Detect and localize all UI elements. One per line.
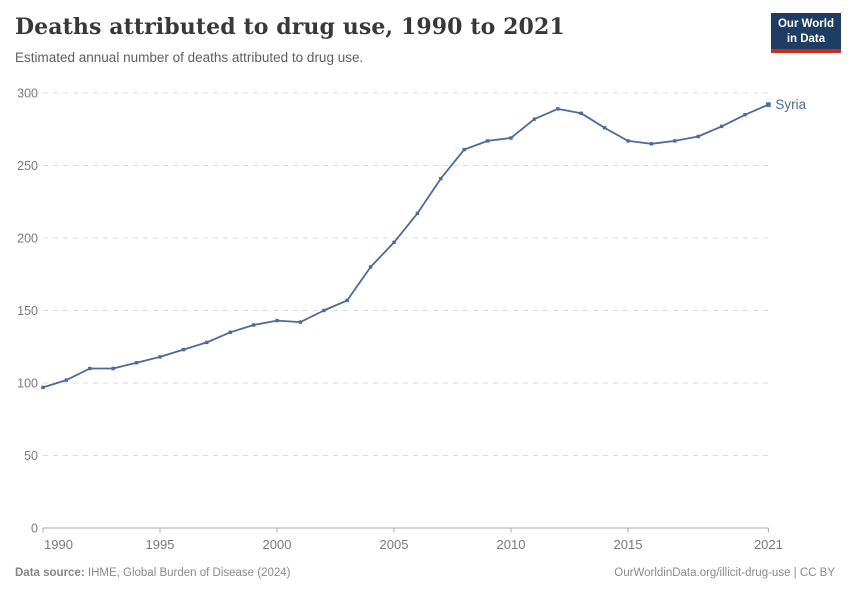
x-tick-label: 2015	[614, 537, 643, 552]
x-tick-label: 2000	[263, 537, 292, 552]
x-tick-label: 1995	[146, 537, 175, 552]
data-point-marker[interactable]	[88, 366, 92, 371]
page-title: Deaths attributed to drug use, 1990 to 2…	[15, 14, 565, 40]
data-point-marker[interactable]	[322, 308, 326, 313]
syria-line[interactable]	[42, 103, 770, 389]
data-point-marker[interactable]	[626, 139, 630, 143]
data-point-marker[interactable]	[345, 298, 349, 303]
data-point-marker[interactable]	[111, 366, 115, 371]
chart-footer: Data source: IHME, Global Burden of Dise…	[15, 567, 835, 579]
data-source-value: IHME, Global Burden of Disease (2024)	[87, 567, 291, 579]
data-point-marker[interactable]	[415, 211, 420, 216]
x-tick-label: 1990	[44, 537, 73, 552]
data-point-marker[interactable]	[509, 136, 513, 140]
data-point-marker[interactable]	[462, 147, 466, 152]
owid-logo-line2: in Data	[786, 32, 826, 45]
data-point-marker[interactable]	[41, 385, 45, 390]
data-point-marker[interactable]	[602, 126, 607, 130]
y-tick-label: 250	[17, 159, 38, 173]
x-axis	[42, 527, 769, 533]
data-point-marker[interactable]	[649, 142, 654, 146]
data-point-marker[interactable]	[556, 107, 560, 111]
owid-logo-line1: Our World	[777, 18, 834, 30]
data-point-marker[interactable]	[158, 355, 162, 359]
data-point-marker[interactable]	[579, 111, 583, 115]
data-point-marker[interactable]	[439, 176, 443, 181]
data-point-marker[interactable]	[743, 113, 747, 117]
data-point-marker[interactable]	[64, 378, 69, 382]
data-point-marker[interactable]	[696, 134, 700, 139]
y-tick-label: 200	[17, 232, 38, 246]
y-tick-label: 150	[17, 304, 38, 318]
data-source-label: Data source:	[15, 567, 85, 579]
data-point-marker[interactable]	[392, 240, 396, 245]
data-point-marker[interactable]	[368, 265, 373, 269]
x-tick-label: 2010	[497, 537, 526, 552]
data-point-marker[interactable]	[181, 347, 186, 352]
chart-subtitle: Estimated annual number of deaths attrib…	[15, 50, 364, 65]
data-source-note: Data source: IHME, Global Burden of Dise…	[15, 567, 291, 579]
data-point-marker[interactable]	[251, 323, 256, 327]
data-point-marker[interactable]	[205, 340, 209, 345]
y-tick-label: 300	[17, 87, 38, 101]
series-syria[interactable]	[41, 102, 771, 390]
x-tick-label: 2021	[754, 537, 783, 552]
series-end-label: Syria	[775, 97, 806, 112]
data-point-marker[interactable]	[134, 361, 139, 365]
data-point-marker[interactable]	[766, 102, 771, 107]
y-tick-label: 100	[17, 377, 38, 391]
data-point-marker[interactable]	[485, 139, 490, 143]
x-axis-labels: 1990 1995 2000 2005 2010 2015 2021	[44, 537, 783, 552]
data-point-marker[interactable]	[532, 117, 537, 121]
x-tick-label: 2005	[380, 537, 409, 552]
data-point-marker[interactable]	[298, 320, 303, 324]
data-point-marker[interactable]	[673, 139, 677, 143]
owid-logo[interactable]: Our World in Data	[770, 13, 841, 54]
credit-link[interactable]: OurWorldinData.org/illicit-drug-use | CC…	[614, 567, 835, 579]
data-point-marker[interactable]	[228, 330, 232, 334]
gridlines	[43, 92, 772, 456]
y-tick-label: 0	[31, 522, 38, 536]
data-point-marker[interactable]	[275, 318, 279, 323]
data-point-marker[interactable]	[719, 124, 724, 129]
y-tick-label: 50	[24, 449, 38, 463]
y-axis-labels: 0 50 100 150 200 250 300	[17, 87, 38, 536]
